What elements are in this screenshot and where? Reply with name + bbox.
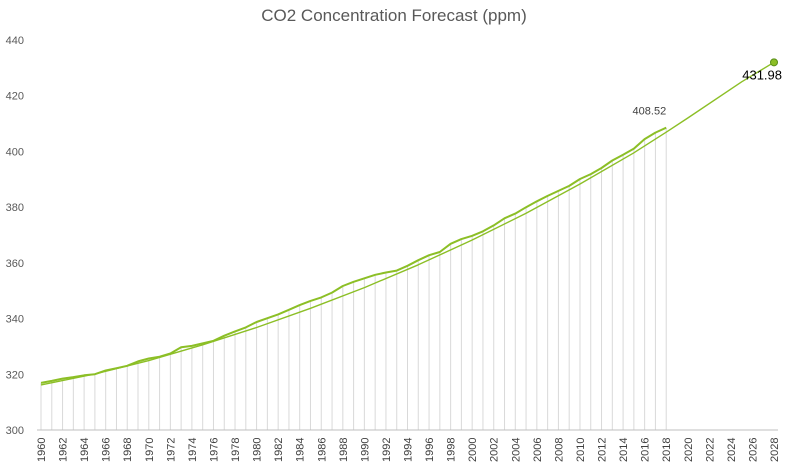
x-tick-label: 1984 bbox=[295, 438, 307, 462]
x-tick-label: 2008 bbox=[553, 438, 565, 462]
x-tick-label: 2020 bbox=[683, 438, 695, 462]
actual-series-line bbox=[40, 126, 667, 384]
x-tick-label: 1968 bbox=[122, 438, 134, 462]
x-tick-label: 2010 bbox=[575, 438, 587, 462]
data-labels: 408.52 431.98 bbox=[633, 67, 782, 117]
x-tick-label: 1978 bbox=[230, 438, 242, 462]
forecast-series-line bbox=[40, 61, 775, 386]
data-label: 431.98 bbox=[742, 67, 782, 82]
x-tick-label: 2026 bbox=[747, 438, 759, 462]
y-tick-label: 400 bbox=[6, 146, 24, 158]
x-tick-label: 2006 bbox=[532, 438, 544, 462]
plot-area bbox=[40, 58, 778, 386]
y-axis: 300 320 340 360 380 400 420 440 bbox=[6, 35, 24, 437]
chart-title: CO2 Concentration Forecast (ppm) bbox=[261, 6, 527, 25]
x-tick-label: 1986 bbox=[316, 438, 328, 462]
x-tick-label: 1974 bbox=[187, 438, 199, 462]
x-tick-label: 1998 bbox=[446, 438, 458, 462]
y-tick-label: 380 bbox=[6, 202, 24, 214]
x-tick-label: 2028 bbox=[769, 438, 781, 462]
x-tick-label: 1976 bbox=[208, 438, 220, 462]
y-tick-label: 320 bbox=[6, 369, 24, 381]
x-tick-label: 1964 bbox=[79, 438, 91, 462]
x-tick-label: 2024 bbox=[726, 438, 738, 462]
x-tick-label: 1990 bbox=[359, 438, 371, 462]
x-tick-label: 1962 bbox=[58, 438, 70, 462]
drop-lines bbox=[40, 127, 667, 430]
x-tick-label: 1992 bbox=[381, 438, 393, 462]
x-tick-label: 1972 bbox=[165, 438, 177, 462]
x-tick-label: 1960 bbox=[36, 438, 48, 462]
y-tick-label: 440 bbox=[6, 35, 24, 47]
x-tick-label: 1988 bbox=[338, 438, 350, 462]
x-axis: 1960 1962 1964 1966 1968 1970 1972 1974 1976 1978… bbox=[36, 438, 781, 462]
y-tick-label: 340 bbox=[6, 314, 24, 326]
x-tick-label: 2004 bbox=[510, 438, 522, 462]
x-tick-label: 1970 bbox=[144, 438, 156, 462]
x-tick-label: 2016 bbox=[640, 438, 652, 462]
y-tick-label: 420 bbox=[6, 91, 24, 103]
x-tick-label: 2002 bbox=[489, 438, 501, 462]
x-tick-label: 2014 bbox=[618, 438, 630, 462]
x-tick-label: 1994 bbox=[403, 438, 415, 462]
x-tick-label: 1996 bbox=[424, 438, 436, 462]
x-tick-label: 2000 bbox=[467, 438, 479, 462]
x-tick-label: 2018 bbox=[661, 438, 673, 462]
forecast-end-point bbox=[770, 58, 778, 67]
x-tick-label: 1982 bbox=[273, 438, 285, 462]
y-tick-label: 360 bbox=[6, 258, 24, 270]
x-tick-label: 1966 bbox=[101, 438, 113, 462]
y-tick-label: 300 bbox=[6, 425, 24, 437]
data-label: 408.52 bbox=[633, 106, 667, 118]
x-tick-label: 2022 bbox=[704, 438, 716, 462]
x-tick-label: 1980 bbox=[252, 438, 264, 462]
x-tick-label: 2012 bbox=[597, 438, 609, 462]
